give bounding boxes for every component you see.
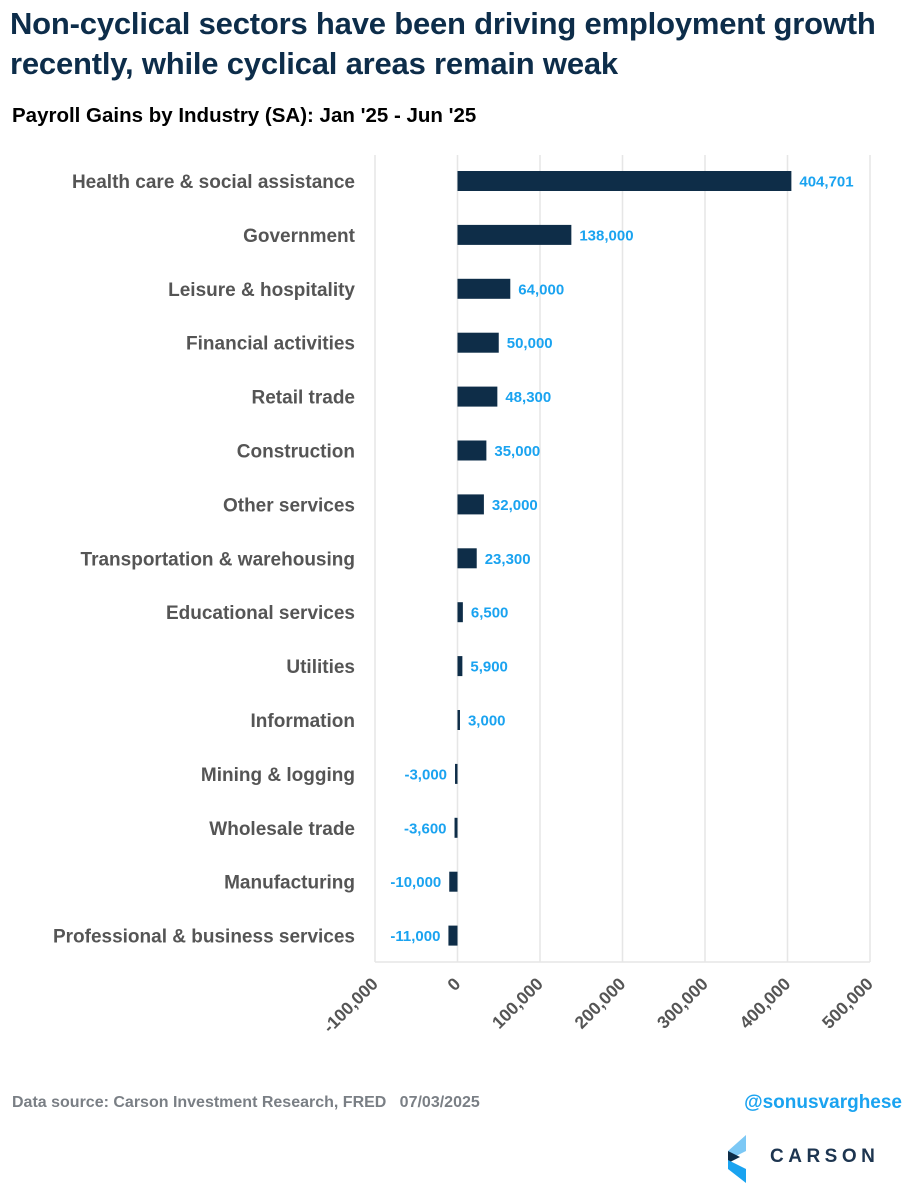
value-label: 6,500 (471, 605, 509, 622)
bar (457, 278, 511, 299)
value-label: 48,300 (505, 389, 551, 406)
bar (457, 548, 477, 569)
data-source-note: Data source: Carson Investment Research,… (12, 1094, 480, 1111)
bar (457, 710, 460, 730)
value-label: 138,000 (579, 227, 633, 244)
category-label: Educational services (166, 603, 355, 624)
chart-headline: Non-cyclical sectors have been driving e… (10, 6, 876, 81)
bar (457, 332, 499, 353)
x-tick-label: 100,000 (488, 974, 547, 1033)
bar (457, 386, 498, 407)
bar (457, 224, 572, 245)
category-label: Manufacturing (224, 873, 355, 894)
bar (457, 171, 792, 191)
value-label: -10,000 (390, 874, 441, 891)
grid-lines (374, 155, 871, 963)
value-label: 64,000 (518, 281, 564, 298)
category-label: Professional & business services (53, 927, 355, 948)
x-tick-label: 200,000 (570, 974, 629, 1033)
chart-subtitle: Payroll Gains by Industry (SA): Jan '25 … (12, 104, 477, 127)
category-label: Government (243, 226, 356, 247)
value-label: 404,701 (799, 174, 853, 191)
carson-logo: CARSON (722, 1133, 902, 1183)
author-handle: @sonusvarghese (744, 1092, 902, 1113)
category-label: Retail trade (252, 388, 355, 409)
x-tick-label: -100,000 (319, 974, 382, 1037)
x-tick-label: 300,000 (653, 974, 712, 1033)
category-label: Health care & social assistance (72, 172, 355, 193)
bars (448, 171, 792, 946)
value-label: -11,000 (390, 928, 440, 945)
value-label: -3,600 (404, 820, 447, 837)
bar (457, 602, 463, 623)
category-label: Construction (237, 442, 355, 463)
value-label: 50,000 (507, 335, 553, 352)
bar (455, 763, 458, 784)
value-label: 35,000 (494, 443, 540, 460)
bar (449, 871, 458, 892)
category-labels: Health care & social assistance Governmen… (53, 172, 356, 948)
category-label: Transportation & warehousing (81, 549, 355, 570)
bar (457, 494, 484, 515)
bar (457, 656, 463, 677)
x-tick-label: 0 (443, 973, 464, 994)
category-label: Wholesale trade (209, 819, 355, 840)
category-label: Leisure & hospitality (168, 280, 355, 301)
category-label: Mining & logging (201, 765, 355, 786)
value-label: -3,000 (404, 766, 447, 783)
x-tick-label: 500,000 (818, 974, 877, 1033)
x-axis-tick-labels: -100,000 0 100,000 200,000 300,000 400,000 500… (319, 973, 877, 1036)
category-label: Utilities (286, 657, 355, 678)
value-label: 23,300 (485, 551, 531, 568)
category-label: Information (251, 711, 356, 732)
value-labels: 404,701 138,000 64,000 50,000 48,300 35,000 32… (390, 174, 853, 946)
value-label: 3,000 (468, 713, 506, 730)
bar (448, 925, 458, 946)
value-label: 32,000 (492, 497, 538, 514)
bar (457, 440, 487, 461)
category-label: Other services (223, 495, 355, 516)
carson-logo-text: CARSON (770, 1146, 880, 1167)
value-label: 5,900 (470, 659, 508, 676)
bar-chart: Health care & social assistance Governmen… (53, 155, 877, 1037)
category-label: Financial activities (186, 334, 355, 355)
carson-logo-icon (728, 1135, 746, 1183)
x-tick-label: 400,000 (735, 974, 794, 1033)
bar (454, 817, 458, 838)
